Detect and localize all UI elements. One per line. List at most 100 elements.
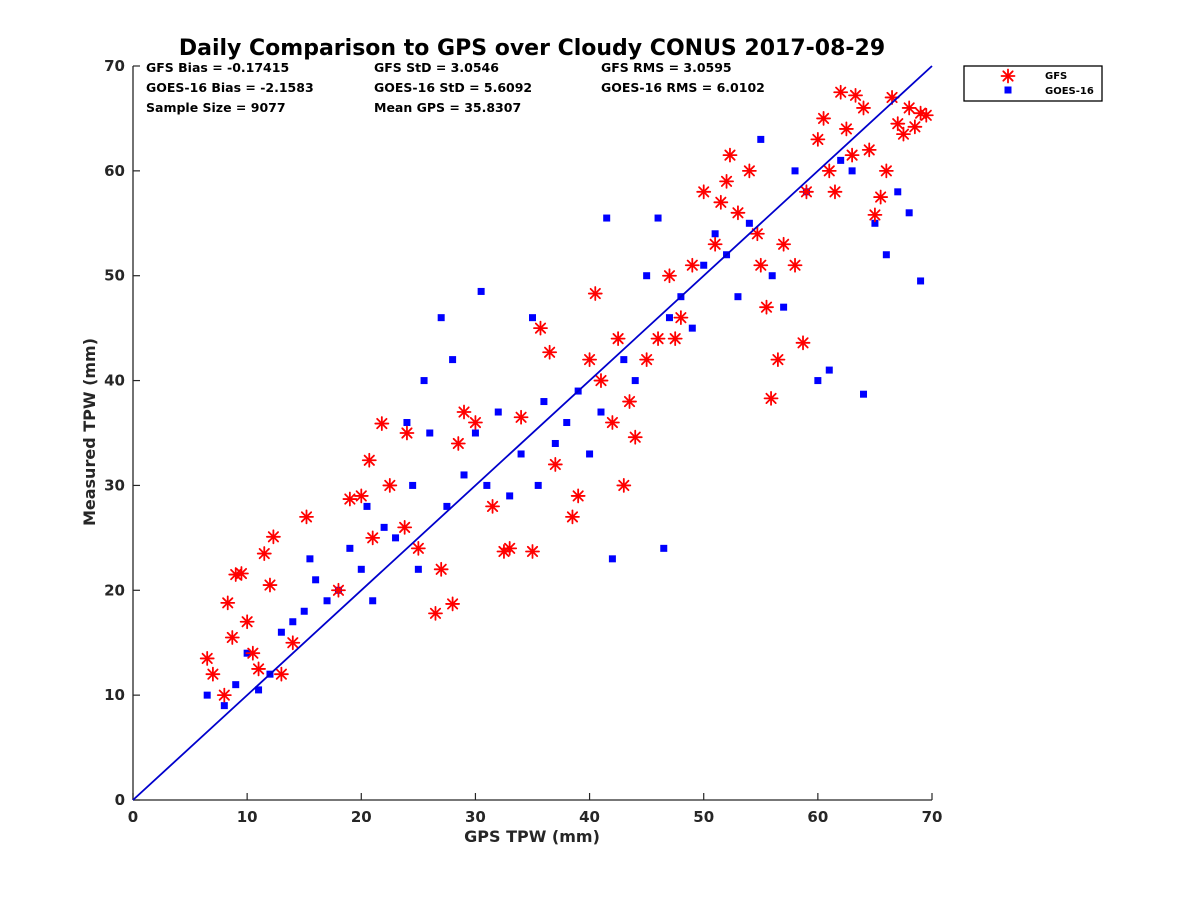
gfs-point (622, 394, 637, 409)
goes16-point (534, 481, 542, 489)
goes16-point (300, 607, 308, 615)
gfs-point (605, 415, 620, 430)
x-tick-label: 40 (579, 808, 600, 826)
gfs-point (450, 436, 466, 451)
gfs-point (273, 666, 289, 682)
stat-text: GFS Bias = -0.17415 (146, 60, 289, 75)
gfs-point (753, 257, 769, 273)
gfs-point (639, 352, 655, 368)
gfs-point (759, 299, 774, 315)
gfs-point (821, 163, 837, 179)
chart-title: Daily Comparison to GPS over Cloudy CONU… (179, 36, 885, 61)
goes16-point (437, 314, 445, 322)
gfs-point (299, 509, 314, 525)
gfs-point (199, 651, 215, 666)
x-axis-label: GPS TPW (mm) (464, 827, 600, 846)
gfs-point (878, 163, 894, 179)
goes16-point (449, 356, 457, 364)
gfs-point (799, 184, 814, 200)
goes16-point (700, 261, 708, 269)
gfs-point (265, 529, 281, 545)
gfs-point (456, 404, 472, 420)
x-tick-label: 10 (237, 808, 258, 826)
gfs-point (763, 390, 779, 406)
goes16-point (380, 523, 388, 531)
goes16-point (603, 214, 611, 222)
gfs-point (890, 116, 906, 132)
gfs-point (901, 100, 917, 116)
y-tick-label: 0 (115, 791, 125, 809)
gfs-point (722, 147, 738, 163)
gfs-point (428, 605, 443, 621)
gfs-point (513, 409, 529, 425)
goes16-point (917, 277, 925, 285)
gfs-point (361, 452, 377, 468)
legend-gfs-label: GFS (1045, 71, 1067, 82)
goes16-point (586, 450, 594, 458)
gfs-point (502, 540, 518, 556)
y-tick-label: 50 (104, 267, 125, 285)
y-axis-label: Measured TPW (mm) (80, 338, 99, 526)
goes16-point (420, 377, 428, 385)
gfs-point (873, 189, 889, 205)
gfs-point (468, 415, 483, 430)
gfs-point (833, 84, 849, 100)
gfs-point (234, 566, 249, 581)
goes16-point (660, 544, 668, 552)
gfs-point (810, 131, 826, 147)
gfs-point (399, 425, 415, 441)
gfs-point (844, 147, 860, 163)
goes16-point (608, 555, 616, 563)
gfs-point (262, 577, 278, 593)
x-tick-label: 0 (128, 808, 138, 826)
gfs-point (547, 457, 563, 472)
goes16-point (905, 209, 913, 217)
goes16-point (363, 502, 371, 510)
gfs-point (374, 416, 390, 431)
gfs-point (610, 331, 626, 347)
gfs-point (410, 540, 426, 556)
goes16-point (745, 219, 753, 227)
gfs-point (616, 478, 632, 493)
goes16-point (517, 450, 525, 458)
goes16-point (403, 419, 411, 427)
gfs-point (353, 488, 369, 504)
legend-box (963, 65, 1103, 102)
gfs-point (485, 498, 500, 514)
gfs-point (565, 509, 580, 525)
gfs-point (533, 320, 548, 336)
goes16-point (477, 287, 485, 295)
gfs-point (224, 630, 240, 645)
gfs-point (776, 236, 792, 252)
gfs-point (570, 488, 586, 504)
goes16-point (757, 135, 765, 143)
goes16-point (506, 492, 514, 500)
gfs-point (719, 173, 734, 189)
gfs-point (525, 544, 540, 559)
gfs-point (627, 429, 643, 445)
stat-text: Sample Size = 9077 (146, 100, 286, 115)
gfs-point (593, 373, 609, 388)
goes16-point (471, 429, 479, 437)
gfs-point (342, 491, 358, 507)
goes16-point (643, 272, 651, 280)
gfs-point (838, 121, 854, 137)
gfs-point (542, 344, 558, 360)
gfs-point (662, 268, 677, 284)
goes16-point (357, 565, 365, 573)
gfs-point (713, 194, 729, 210)
gfs-point (256, 546, 272, 561)
gfs-point (741, 163, 757, 179)
goes16-point (203, 691, 211, 699)
goes16-point (369, 597, 377, 605)
gfs-point (445, 596, 461, 612)
goes16-point (768, 272, 776, 280)
goes16-point (443, 502, 451, 510)
gfs-point (827, 184, 843, 200)
gfs-point (696, 184, 712, 200)
goes16-point (894, 188, 902, 196)
goes16-point (837, 156, 845, 164)
stats-annotations: GFS Bias = -0.17415 GFS StD = 3.0546 GFS R… (146, 60, 765, 115)
y-tick-label: 30 (104, 476, 125, 494)
